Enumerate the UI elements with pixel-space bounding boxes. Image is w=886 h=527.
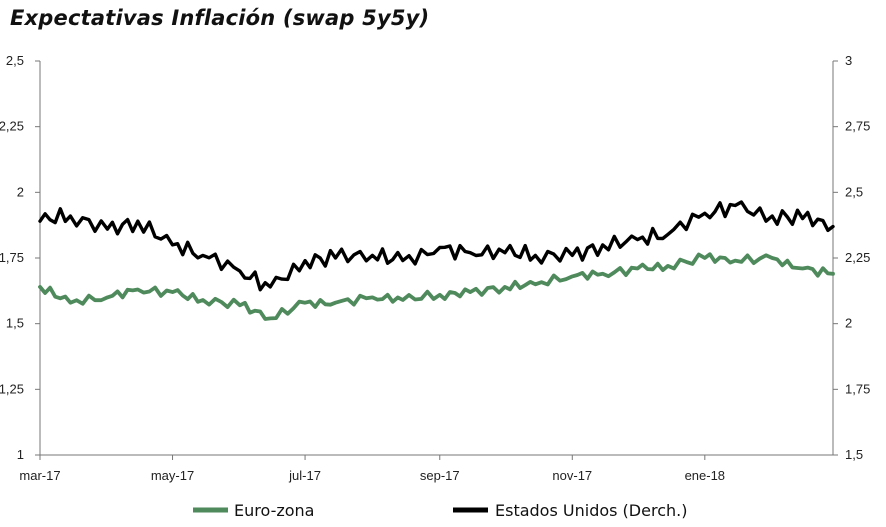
- x-tick-label: sep-17: [420, 468, 460, 483]
- x-tick-label: may-17: [151, 468, 194, 483]
- x-tick-label: nov-17: [552, 468, 592, 483]
- x-tick-label: ene-18: [685, 468, 725, 483]
- legend-item-euro-zona-label: Euro-zona: [234, 501, 314, 520]
- chart-title: Expectativas Inflación (swap 5y5y): [10, 6, 430, 30]
- legend-item-estados-unidos-label: Estados Unidos (Derch.): [495, 501, 687, 520]
- y-right-tick-label: 1,75: [845, 381, 870, 396]
- y-right-tick-label: 1,5: [845, 447, 863, 462]
- y-left-tick-label: 2: [17, 184, 24, 199]
- y-left-tick-label: 2,25: [0, 119, 24, 134]
- y-left-tick-label: 1,75: [0, 250, 24, 265]
- y-right-tick-label: 2,75: [845, 119, 870, 134]
- y-left-tick-label: 1,5: [6, 316, 24, 331]
- y-right-tick-label: 2,5: [845, 184, 863, 199]
- y-left-tick-label: 1: [17, 447, 24, 462]
- y-right-tick-label: 2,25: [845, 250, 870, 265]
- y-left-tick-label: 2,5: [6, 53, 24, 68]
- y-right-tick-label: 2: [845, 316, 852, 331]
- series-line-euro-zona: [38, 252, 835, 321]
- x-tick-label: jul-17: [288, 468, 321, 483]
- series-line-estados-unidos: [38, 200, 835, 292]
- y-left-tick-label: 1,25: [0, 381, 24, 396]
- x-tick-label: mar-17: [19, 468, 60, 483]
- y-right-tick-label: 3: [845, 53, 852, 68]
